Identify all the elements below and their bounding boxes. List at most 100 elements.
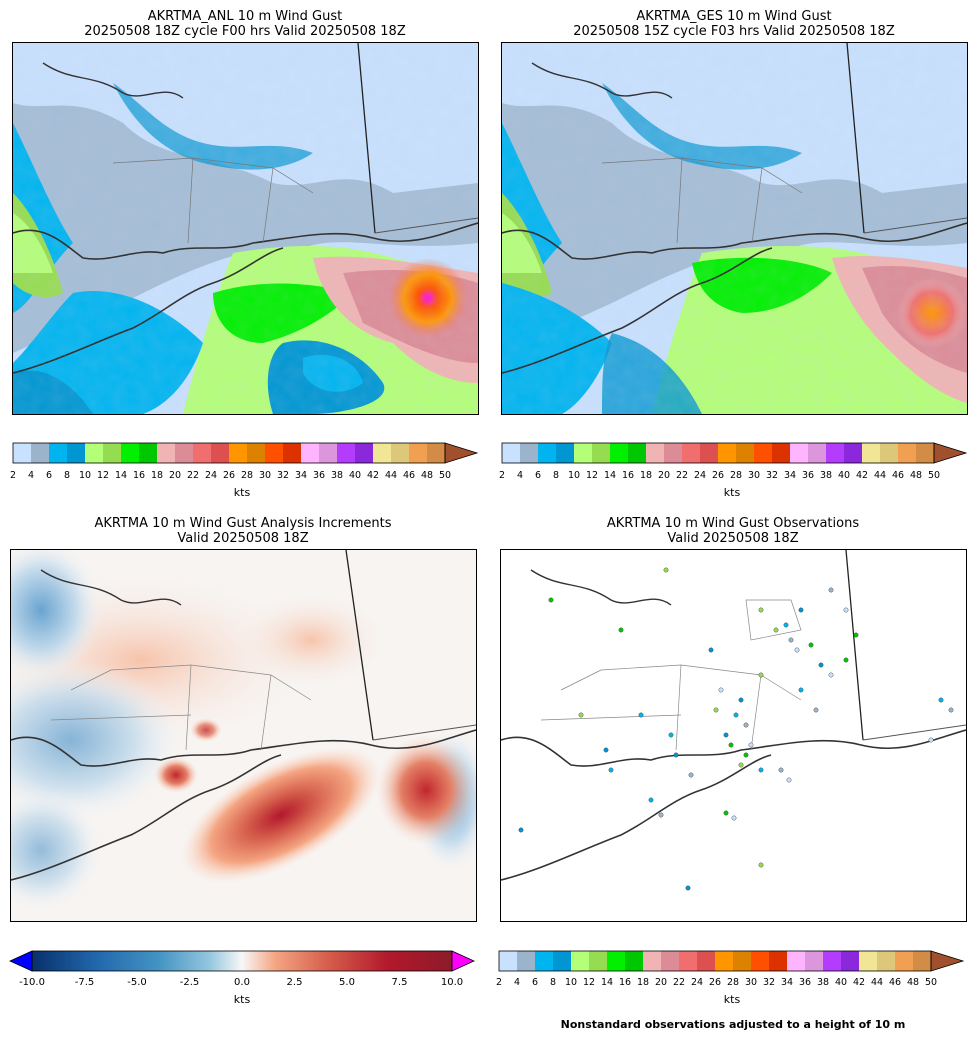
colorbar-bin (265, 443, 284, 463)
colorbar-tick-label: 12 (96, 470, 110, 481)
colorbar-bin (877, 951, 896, 971)
colorbar-tick-label: 6 (45, 470, 53, 481)
observation-point (738, 697, 744, 703)
colorbar-bin (355, 443, 374, 463)
observation-point (818, 662, 824, 668)
colorbar-tick-label: 50 (927, 470, 941, 481)
colorbar-outline (501, 442, 935, 464)
colorbar-bin (826, 443, 845, 463)
colorbar-tick-label: 10 (78, 470, 92, 481)
colorbar-bin (682, 443, 701, 463)
colorbar-bin (373, 443, 392, 463)
colorbar-bin (319, 443, 338, 463)
colorbar-tick-label: 4 (516, 470, 524, 481)
colorbar-tick-label: 14 (114, 470, 128, 481)
colorbar-bin (409, 443, 428, 463)
colorbar-bin (823, 951, 842, 971)
colorbar-bin (31, 443, 50, 463)
observation-point (668, 732, 674, 738)
colorbar-bin (898, 443, 917, 463)
colorbar-bin (772, 443, 791, 463)
colorbar-bin (517, 951, 536, 971)
colorbar-bin (520, 443, 539, 463)
colorbar-tick-label: 28 (240, 470, 254, 481)
observation-point (758, 672, 764, 678)
colorbar-tick-label: 6 (531, 977, 539, 988)
colorbar-gradient (31, 950, 453, 972)
colorbar-bin (103, 443, 122, 463)
colorbar-bin (844, 443, 863, 463)
colorbar-tick-label: 32 (765, 470, 779, 481)
obs-map (500, 549, 967, 922)
colorbar-bin (607, 951, 626, 971)
colorbar-bin (700, 443, 719, 463)
ges-colorbar-ticks: 2 4 6 8 10 12 14 16 18 20 22 24 26 28 30 32 34 36 38 40 42 44… (498, 470, 971, 484)
colorbar-tick-label: 22 (672, 977, 686, 988)
colorbar-tick-label: 2 (498, 470, 506, 481)
colorbar-bin (697, 951, 716, 971)
colorbar-bin (754, 443, 773, 463)
colorbar-tick-label: 28 (729, 470, 743, 481)
colorbar-tick-label: 48 (420, 470, 434, 481)
colorbar-tick-label: 10 (564, 977, 578, 988)
colorbar-bin (841, 951, 860, 971)
colorbar-tick-label: 50 (438, 470, 452, 481)
colorbar-bin (808, 443, 827, 463)
anl-colorbar (12, 442, 479, 464)
observation-point (853, 632, 859, 638)
colorbar-tick-label: 0.0 (234, 977, 250, 988)
colorbar-bin (301, 443, 320, 463)
inc-colorbar-unit: kts (233, 993, 251, 1006)
observation-point (786, 777, 792, 783)
colorbar-bin (427, 443, 446, 463)
colorbar-bin (49, 443, 68, 463)
observation-point (685, 885, 691, 891)
observation-point (743, 752, 749, 758)
colorbar-bin (121, 443, 140, 463)
colorbar-bin (538, 443, 557, 463)
observation-point (938, 697, 944, 703)
colorbar-bin (592, 443, 611, 463)
ges-title-1: AKRTMA_GES 10 m Wind Gust (636, 9, 832, 24)
colorbar-bin (85, 443, 104, 463)
colorbar-tick-label: 16 (621, 470, 635, 481)
colorbar-tick-label: -10.0 (19, 977, 45, 988)
colorbar-bin (805, 951, 824, 971)
colorbar-tick-label: -5.0 (127, 977, 147, 988)
observation-point (843, 607, 849, 613)
ges-map (501, 42, 968, 415)
observation-point (603, 747, 609, 753)
observation-point (798, 607, 804, 613)
colorbar-tick-label: 26 (711, 470, 725, 481)
colorbar-tick-label: 40 (834, 977, 848, 988)
colorbar-bin (139, 443, 158, 463)
observation-point (794, 647, 800, 653)
colorbar-tick-label: 44 (384, 470, 398, 481)
observation-point (788, 637, 794, 643)
colorbar-bin (556, 443, 575, 463)
obs-title-1: AKRTMA 10 m Wind Gust Observations (606, 516, 860, 531)
colorbar-tick-label: 14 (603, 470, 617, 481)
colorbar-bin (859, 951, 878, 971)
observation-point (778, 767, 784, 773)
observation-point (723, 810, 729, 816)
obs-adjustment-note: Nonstandard observations adjusted to a h… (560, 1018, 906, 1031)
colorbar-bin (571, 951, 590, 971)
colorbar-tick-label: 4 (513, 977, 521, 988)
colorbar-tick-label: 42 (852, 977, 866, 988)
colorbar-tick-label: 2.5 (286, 977, 303, 988)
colorbar-bin (664, 443, 683, 463)
colorbar-bin (661, 951, 680, 971)
obs-colorbar-unit: kts (723, 993, 741, 1006)
colorbar-extend-arrow (444, 442, 479, 464)
colorbar-tick-label: 22 (675, 470, 689, 481)
colorbar-tick-label: 24 (204, 470, 218, 481)
anl-colorbar-unit: kts (233, 486, 251, 499)
colorbar-tick-label: 30 (744, 977, 758, 988)
colorbar-tick-label: 42 (366, 470, 380, 481)
observation-point (648, 797, 654, 803)
observation-point (673, 752, 679, 758)
colorbar-tick-label: 38 (330, 470, 344, 481)
colorbar-tick-label: 16 (132, 470, 146, 481)
observation-point (743, 722, 749, 728)
